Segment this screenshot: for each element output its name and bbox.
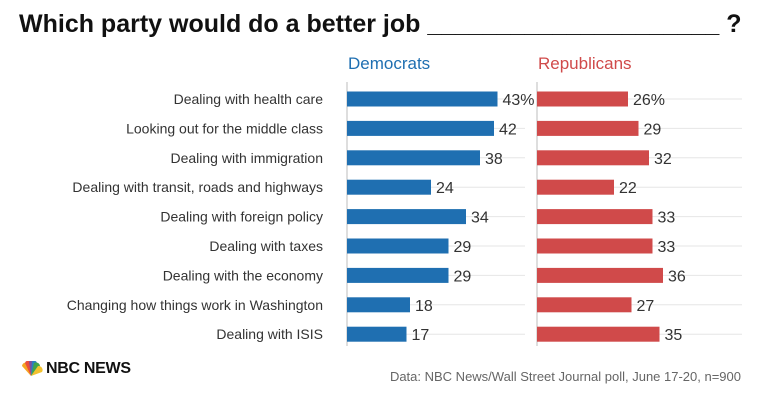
logo-text: NBC NEWS — [46, 360, 131, 377]
peacock-icon — [22, 361, 43, 376]
value-label-republicans: 33 — [658, 239, 676, 256]
bar-republicans — [537, 91, 628, 107]
category-label: Dealing with ISIS — [216, 326, 323, 342]
value-label-democrats: 29 — [454, 239, 472, 256]
value-label-republicans: 26% — [633, 92, 665, 109]
value-label-republicans: 33 — [658, 210, 676, 227]
bar-democrats — [347, 326, 407, 342]
value-label-democrats: 18 — [415, 298, 433, 315]
bar-republicans — [537, 297, 632, 313]
value-label-democrats: 42 — [499, 121, 517, 138]
value-label-democrats: 34 — [471, 210, 489, 227]
category-label: Dealing with health care — [174, 91, 324, 107]
value-label-republicans: 27 — [637, 298, 655, 315]
category-label: Looking out for the middle class — [126, 120, 323, 136]
bar-republicans — [537, 209, 653, 225]
source-note: Data: NBC News/Wall Street Journal poll,… — [389, 369, 741, 384]
category-label: Dealing with foreign policy — [160, 209, 323, 225]
value-label-republicans: 35 — [665, 327, 683, 344]
bar-democrats — [347, 209, 466, 225]
series-header-democrats: Democrats — [348, 54, 430, 73]
bar-republicans — [537, 120, 639, 136]
bar-chart: Democrats Republicans Dealing with health … — [67, 54, 742, 346]
bar-republicans — [537, 326, 660, 342]
bar-republicans — [537, 179, 614, 195]
bar-democrats — [347, 267, 449, 283]
value-label-democrats: 17 — [412, 327, 430, 344]
bar-republicans — [537, 150, 649, 166]
value-label-republicans: 36 — [668, 268, 686, 285]
bar-republicans — [537, 238, 653, 254]
bar-democrats — [347, 179, 431, 195]
value-label-democrats: 43% — [503, 92, 535, 109]
bar-democrats — [347, 150, 480, 166]
category-label: Dealing with taxes — [209, 238, 323, 254]
value-label-republicans: 29 — [644, 121, 662, 138]
series-header-republicans: Republicans — [538, 54, 632, 73]
category-label: Dealing with immigration — [170, 150, 323, 166]
value-label-democrats: 24 — [436, 180, 454, 197]
bar-republicans — [537, 267, 663, 283]
nbc-news-logo: NBC NEWS — [19, 360, 131, 378]
category-label: Changing how things work in Washington — [67, 297, 323, 313]
bar-democrats — [347, 91, 498, 107]
value-label-republicans: 32 — [654, 151, 672, 168]
category-label: Dealing with the economy — [163, 267, 323, 283]
bar-democrats — [347, 120, 494, 136]
value-label-democrats: 29 — [454, 268, 472, 285]
category-label: Dealing with transit, roads and highways — [72, 179, 323, 195]
bar-democrats — [347, 238, 449, 254]
chart-title: Which party would do a better job ______… — [19, 10, 742, 38]
bar-democrats — [347, 297, 410, 313]
value-label-republicans: 22 — [619, 180, 637, 197]
value-label-democrats: 38 — [485, 151, 503, 168]
